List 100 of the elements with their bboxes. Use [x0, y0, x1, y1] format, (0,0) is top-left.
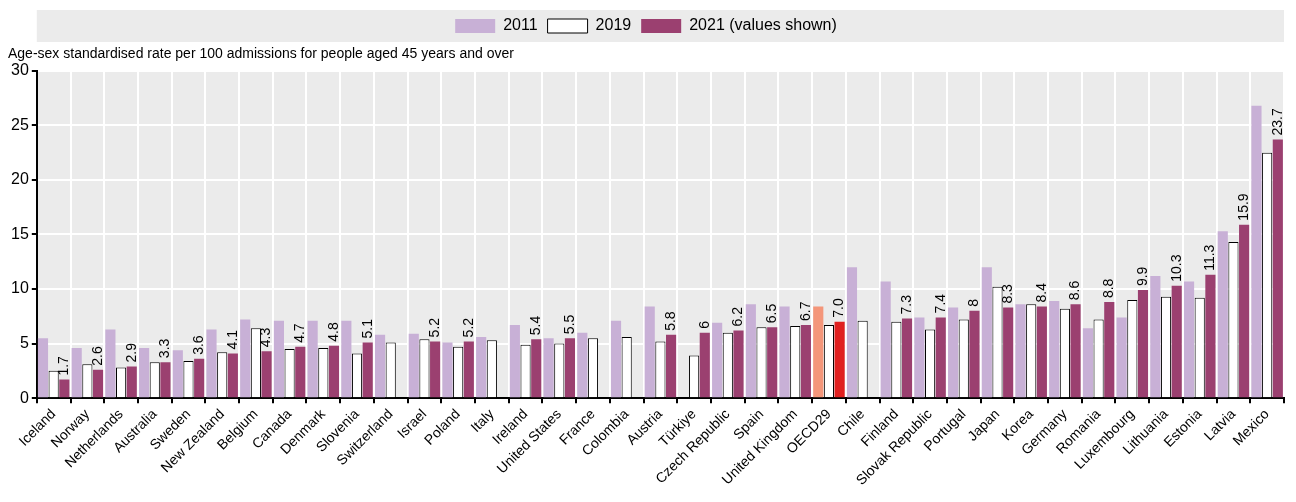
- data-label: 6.7: [796, 301, 813, 322]
- data-label: 4.3: [257, 327, 274, 348]
- data-label: 11.3: [1201, 244, 1218, 271]
- data-label: 4.1: [223, 329, 240, 350]
- data-label: 8.4: [1032, 282, 1049, 303]
- data-label: 9.9: [1133, 266, 1150, 287]
- bar: [1239, 224, 1250, 398]
- bar: [610, 320, 622, 398]
- legend-label: 2021 (values shown): [689, 16, 837, 34]
- data-label: 10.3: [1167, 254, 1184, 282]
- bar: [901, 318, 913, 398]
- bar: [1070, 304, 1081, 398]
- bar: [800, 325, 811, 398]
- y-tick-label: 20: [11, 170, 29, 188]
- bar: [914, 317, 925, 398]
- bar: [1036, 306, 1047, 398]
- bar: [767, 327, 778, 398]
- bar: [779, 306, 790, 398]
- bar: [880, 281, 891, 398]
- bar: [666, 334, 677, 398]
- bar: [430, 341, 441, 398]
- bar: [1015, 304, 1026, 398]
- data-label: 6: [695, 320, 712, 329]
- data-label: 5.8: [661, 311, 678, 331]
- legend-label: 2019: [595, 16, 632, 34]
- bar: [442, 342, 453, 398]
- data-label: 8.3: [999, 283, 1016, 304]
- data-label: 7.3: [897, 294, 914, 315]
- bar: [813, 306, 824, 398]
- bar: [1116, 317, 1127, 398]
- bar: [846, 267, 858, 398]
- data-label: 5.2: [425, 317, 442, 338]
- bar: [1082, 328, 1093, 398]
- bar: [160, 362, 171, 398]
- bar: [307, 320, 318, 398]
- data-label: 8.8: [1100, 278, 1117, 299]
- bar: [59, 379, 70, 398]
- data-label: 3.6: [190, 335, 207, 355]
- bar: [948, 307, 959, 398]
- y-tick-label: 5: [19, 333, 29, 351]
- data-label: 5.5: [560, 314, 577, 335]
- bar: [341, 320, 352, 398]
- bar: [712, 322, 723, 398]
- data-label: 8.6: [1066, 280, 1083, 301]
- bar: [1183, 281, 1195, 398]
- bar: [37, 338, 49, 398]
- data-label: 3.3: [156, 338, 173, 359]
- data-label: 6.5: [763, 303, 780, 324]
- bar: [206, 329, 217, 398]
- bar: [227, 353, 238, 398]
- data-label: 5.2: [459, 317, 476, 338]
- bar: [71, 347, 82, 398]
- data-label: 1.7: [55, 355, 72, 376]
- bar: [1251, 105, 1262, 398]
- y-axis-title: Age-sex standardised rate per 100 admissions for people aged 45 years and over: [8, 45, 515, 62]
- legend-label: 2011: [503, 16, 538, 34]
- data-label: 2.6: [88, 346, 105, 366]
- bar: [126, 366, 137, 398]
- bar: [476, 337, 487, 398]
- data-label: 23.7: [1268, 108, 1285, 136]
- bar: [240, 319, 251, 398]
- bar: [172, 350, 183, 398]
- y-tick-label: 30: [11, 61, 29, 79]
- bar: [509, 325, 520, 398]
- data-label: 5.1: [358, 318, 375, 339]
- bar: [531, 339, 542, 398]
- bar: [1150, 275, 1161, 398]
- x-tick-label: Italy: [467, 405, 497, 436]
- bar: [139, 347, 150, 398]
- bar: [699, 332, 710, 398]
- bar: [564, 338, 576, 398]
- bar: [1217, 231, 1228, 398]
- bar: [408, 333, 419, 398]
- bar: [295, 346, 306, 398]
- bar: [745, 304, 756, 398]
- bar: [1003, 307, 1014, 398]
- bar: [577, 332, 588, 398]
- bar: [273, 320, 284, 398]
- bar: [374, 334, 386, 398]
- bar: [1272, 139, 1283, 398]
- bar: [981, 267, 992, 398]
- data-label: 15.9: [1234, 193, 1251, 221]
- bar: [1104, 302, 1115, 398]
- data-label: 2.9: [122, 342, 139, 363]
- bar: [935, 317, 946, 398]
- bar: [463, 341, 474, 398]
- data-label: 8: [965, 298, 982, 307]
- y-tick-label: 25: [11, 115, 29, 133]
- data-label: 4.8: [324, 322, 341, 342]
- bar: [1205, 274, 1216, 398]
- data-label: 7.0: [830, 298, 847, 318]
- bar: [969, 310, 980, 398]
- bar: [1137, 290, 1149, 398]
- y-tick-label: 10: [11, 279, 29, 297]
- bar: [328, 345, 340, 398]
- bar: [644, 306, 655, 398]
- bar: [194, 358, 205, 398]
- data-label: 4.7: [291, 323, 308, 343]
- bar: [92, 369, 104, 398]
- bar: [362, 342, 373, 398]
